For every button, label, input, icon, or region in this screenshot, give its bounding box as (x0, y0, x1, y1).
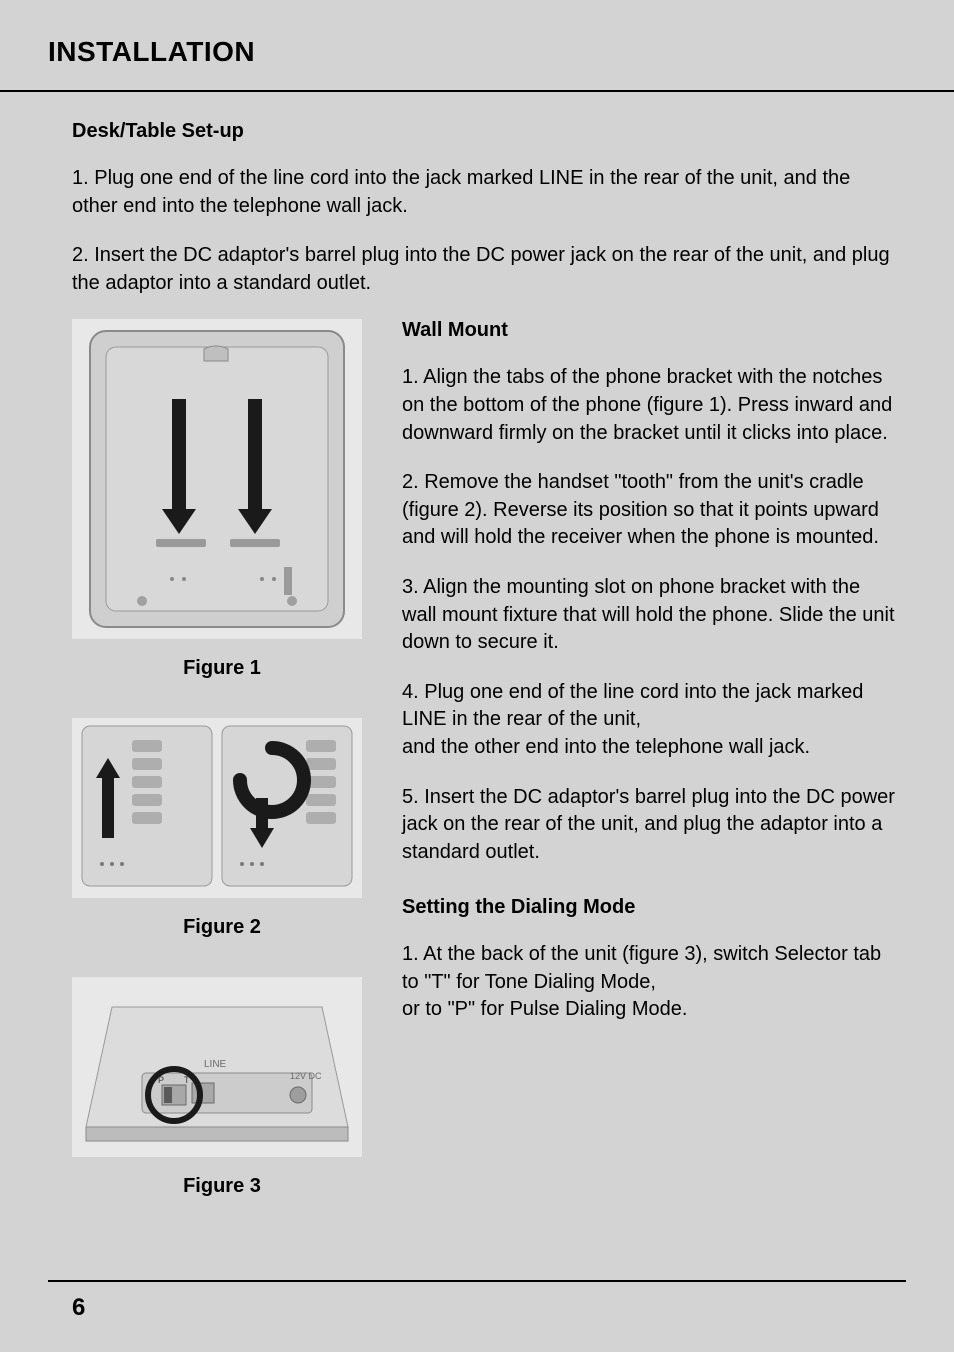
document-page: INSTALLATION Desk/Table Set-up 1. Plug o… (0, 0, 954, 1352)
wall-step-1: 1. Align the tabs of the phone bracket w… (402, 364, 896, 447)
page-number: 6 (72, 1294, 85, 1322)
desk-step-2: 2. Insert the DC adaptor's barrel plug i… (72, 242, 896, 297)
figure-2-caption: Figure 2 (72, 916, 372, 939)
wall-step-5: 5. Insert the DC adaptor's barrel plug i… (402, 784, 896, 867)
wall-step-2: 2. Remove the handset "tooth" from the u… (402, 469, 896, 552)
desk-step-1: 1. Plug one end of the line cord into th… (72, 165, 896, 220)
desk-heading: Desk/Table Set-up (72, 120, 896, 143)
two-column-layout: Figure 1 (72, 319, 896, 1226)
dial-step-1: 1. At the back of the unit (figure 3), s… (402, 941, 896, 1024)
wall-heading: Wall Mount (402, 319, 896, 342)
figure-1-image (72, 319, 362, 639)
svg-text:12V DC: 12V DC (290, 1071, 322, 1081)
wall-step-4: 4. Plug one end of the line cord into th… (402, 679, 896, 762)
svg-text:T: T (184, 1075, 190, 1085)
svg-text:LINE: LINE (204, 1059, 227, 1070)
figure-3-caption: Figure 3 (72, 1175, 372, 1198)
title-divider (0, 90, 954, 92)
dial-heading: Setting the Dialing Mode (402, 896, 896, 919)
bottom-divider (48, 1280, 906, 1282)
figure-1-caption: Figure 1 (72, 657, 372, 680)
svg-text:P: P (158, 1075, 164, 1085)
figure-3-image: LINE 12V DC P T (72, 977, 362, 1157)
wall-step-3: 3. Align the mounting slot on phone brac… (402, 574, 896, 657)
figures-column: Figure 1 (72, 319, 372, 1226)
figure-2-image (72, 718, 362, 898)
content-area: Desk/Table Set-up 1. Plug one end of the… (48, 120, 906, 1226)
page-title: INSTALLATION (48, 36, 906, 68)
text-column: Wall Mount 1. Align the tabs of the phon… (402, 319, 896, 1226)
